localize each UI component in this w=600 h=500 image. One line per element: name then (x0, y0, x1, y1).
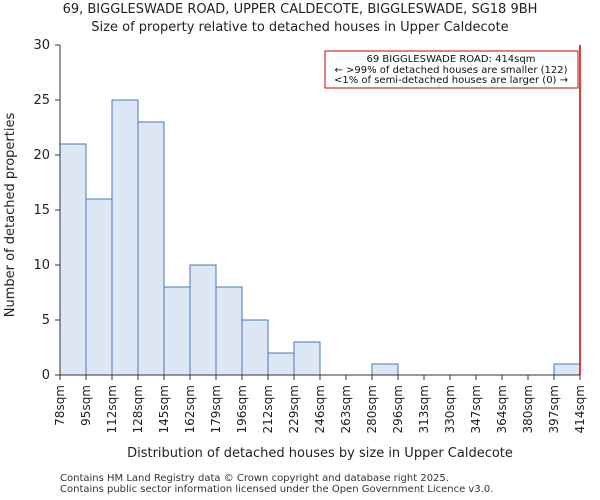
x-tick-label: 263sqm (339, 385, 353, 433)
bar-78sqm (59, 143, 87, 376)
bar-229sqm (293, 341, 321, 376)
y-tick-label: 10 (33, 258, 50, 273)
x-tick-label: 397sqm (547, 385, 561, 433)
bar-112sqm (111, 99, 139, 376)
footer-line-1: Contains HM Land Registry data © Crown c… (60, 473, 449, 484)
y-axis-ticks: 0 5 10 15 20 25 30 (33, 38, 60, 383)
x-tick-label: 179sqm (209, 385, 223, 433)
x-tick-label: 212sqm (261, 385, 275, 433)
x-tick-label: 380sqm (521, 385, 535, 433)
x-tick-label: 145sqm (157, 385, 171, 433)
x-tick-label: 128sqm (131, 385, 145, 433)
bars-group (59, 99, 581, 376)
bar-95sqm (85, 198, 113, 376)
x-tick-label: 347sqm (469, 385, 483, 433)
x-tick-label: 330sqm (443, 385, 457, 433)
annotation-line-3: <1% of semi-detached houses are larger (… (334, 75, 568, 86)
x-tick-label: 78sqm (53, 385, 67, 426)
x-tick-label: 280sqm (365, 385, 379, 433)
chart-title: 69, BIGGLESWADE ROAD, UPPER CALDECOTE, B… (62, 2, 538, 17)
y-axis-label: Number of detached properties (3, 113, 18, 318)
x-tick-label: 414sqm (573, 385, 587, 433)
y-tick-label: 30 (33, 38, 50, 53)
x-tick-label: 95sqm (79, 385, 93, 426)
bar-280sqm (371, 363, 399, 376)
bar-397sqm (553, 363, 581, 376)
y-tick-label: 25 (33, 93, 50, 108)
x-tick-label: 364sqm (495, 385, 509, 433)
x-tick-label: 162sqm (183, 385, 197, 433)
x-axis-ticks: 78sqm 95sqm 112sqm 128sqm 145sqm 162sqm 179sqm… (53, 375, 587, 433)
bar-196sqm (241, 319, 269, 376)
x-tick-label: 229sqm (287, 385, 301, 433)
x-tick-label: 196sqm (235, 385, 249, 433)
annotation-border (324, 50, 579, 89)
x-tick-label: 296sqm (391, 385, 405, 433)
annotation-line-2: ← >99% of detached houses are smaller (1… (334, 65, 567, 76)
annotation-line-1: 69 BIGGLESWADE ROAD: 414sqm (367, 54, 536, 65)
y-tick-label: 5 (42, 313, 50, 328)
footer-line-2: Contains public sector information licen… (60, 484, 494, 495)
bar-162sqm (189, 264, 217, 376)
chart-subtitle: Size of property relative to detached ho… (91, 20, 509, 35)
bar-128sqm (137, 121, 165, 376)
bar-145sqm (163, 286, 191, 376)
y-tick-label: 15 (33, 203, 50, 218)
bar-179sqm (215, 286, 243, 376)
x-tick-label: 112sqm (105, 385, 119, 433)
x-tick-label: 246sqm (313, 385, 327, 433)
bar-212sqm (267, 352, 295, 376)
y-tick-label: 20 (33, 148, 50, 163)
x-axis-label: Distribution of detached houses by size … (127, 446, 513, 461)
y-tick-label: 0 (42, 368, 50, 383)
x-tick-label: 313sqm (417, 385, 431, 433)
annotation-box: 69 BIGGLESWADE ROAD: 414sqm ← >99% of de… (324, 50, 579, 89)
